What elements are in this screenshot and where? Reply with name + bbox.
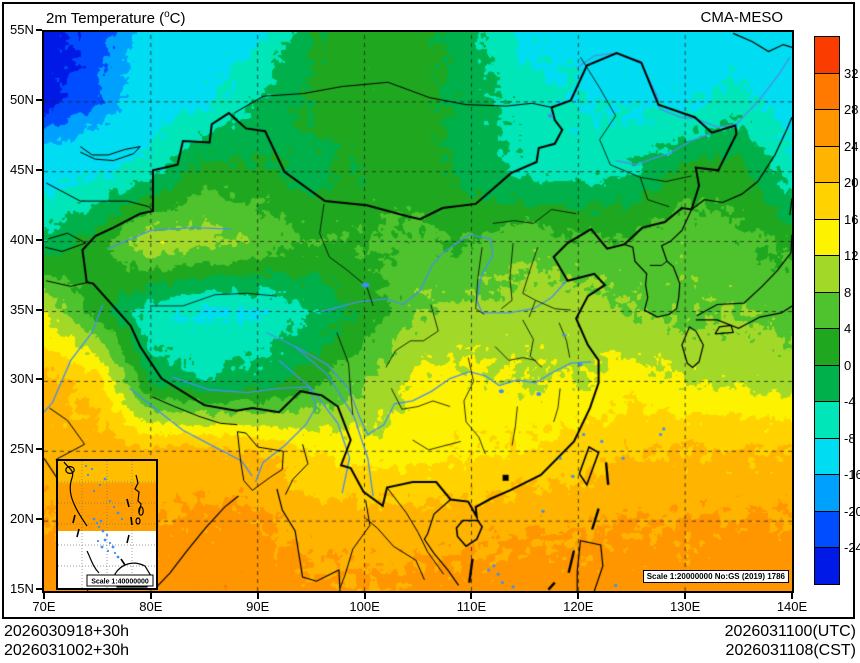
inset-map-graphic: Scale 1:40000000 [58,461,156,588]
colorbar-label: -24 [844,540,860,556]
colorbar-segment [814,474,840,512]
x-axis-tick [149,593,152,599]
colorbar-segment [814,401,840,439]
x-axis-tick [256,593,259,599]
colorbar-label: 32 [844,65,859,81]
y-axis-tick [36,168,42,171]
init-time-cst: 2026031002+30h [4,642,130,659]
y-axis-label: 20N [10,511,34,527]
south-china-sea-inset-map: Scale 1:40000000 [56,459,158,590]
footer-init-times: 2026030918+30h 2026031002+30h [4,622,129,660]
y-axis-label: 45N [10,161,34,177]
y-axis-tick [36,448,42,451]
colorbar-label: 20 [844,175,859,191]
x-axis-label: 140E [776,599,808,614]
colorbar-segment [814,364,840,403]
x-axis-tick [363,593,366,599]
colorbar-segment [814,510,840,549]
colorbar-label: 0 [844,357,852,373]
colorbar-segment [814,437,840,476]
y-axis-tick [36,98,42,101]
colorbar-segment [814,145,840,184]
y-axis-tick [36,378,42,381]
colorbar-label: 28 [844,102,859,118]
page-title: 2m Temperature (oC) [46,9,186,27]
y-axis-tick [36,29,42,31]
x-axis-tick [470,593,473,599]
x-axis-label: 120E [563,599,594,614]
init-time-utc: 2026030918+30h [4,623,130,640]
colorbar-segment [814,218,840,257]
y-axis-label: 15N [10,581,34,596]
x-axis-tick [577,593,580,599]
colorbar-label: -20 [844,503,860,519]
x-axis-label: 80E [139,599,163,614]
footer-valid-times: 2026031100(UTC) 2026031108(CST) [725,622,856,660]
y-axis-label: 35N [10,301,34,317]
colorbar-label: 8 [844,284,852,300]
colorbar-segment [814,547,840,585]
valid-time-utc: 2026031100(UTC) [724,623,856,640]
model-name-label: CMA-MESO [700,9,784,26]
colorbar-label: -4 [844,394,856,410]
x-axis-label: 70E [32,599,56,614]
outer-frame: 2m Temperature (oC) CMA-MESO Scale 1:200… [2,2,860,619]
colorbar-segment [814,182,840,220]
x-axis-tick [43,593,45,599]
colorbar-label: 4 [844,321,852,337]
colorbar-segment [814,255,840,293]
temperature-field-canvas [44,32,792,591]
y-axis-tick [36,308,42,311]
colorbar-segment [814,291,840,330]
colorbar-segment [814,72,840,111]
inset-island-specks [84,464,124,559]
x-axis-label: 130E [669,599,701,614]
x-axis-label: 90E [246,599,270,614]
valid-time-cst: 2026031108(CST) [725,642,856,659]
y-axis-label: 40N [10,231,34,247]
map-scale-note: Scale 1:20000000 No:GS (2019) 1786 [642,570,789,583]
y-axis-label: 50N [10,91,34,107]
x-axis-label: 100E [349,599,380,614]
colorbar-label: -8 [844,430,856,446]
colorbar-segment [814,328,840,366]
colorbar-label: 16 [844,211,859,227]
colorbar-segment [814,36,840,74]
colorbar-label: -16 [844,467,860,483]
y-axis-label: 55N [10,22,34,37]
inset-scale-note: Scale 1:40000000 [91,579,149,586]
y-axis-label: 30N [10,371,34,387]
inset-dash-line [72,498,133,566]
colorbar-label: 12 [844,248,859,264]
y-axis-tick [36,518,42,521]
colorbar-label: 24 [844,138,859,154]
x-axis-label: 110E [456,599,487,614]
y-axis-label: 25N [10,441,34,457]
x-axis-tick [791,593,793,599]
y-axis-tick [36,238,42,241]
y-axis-tick [36,588,42,590]
colorbar-segment [814,109,840,147]
x-axis-tick [684,593,687,599]
temperature-colorbar [814,36,840,585]
map-plot-area: Scale 1:20000000 No:GS (2019) 1786 [42,30,794,593]
